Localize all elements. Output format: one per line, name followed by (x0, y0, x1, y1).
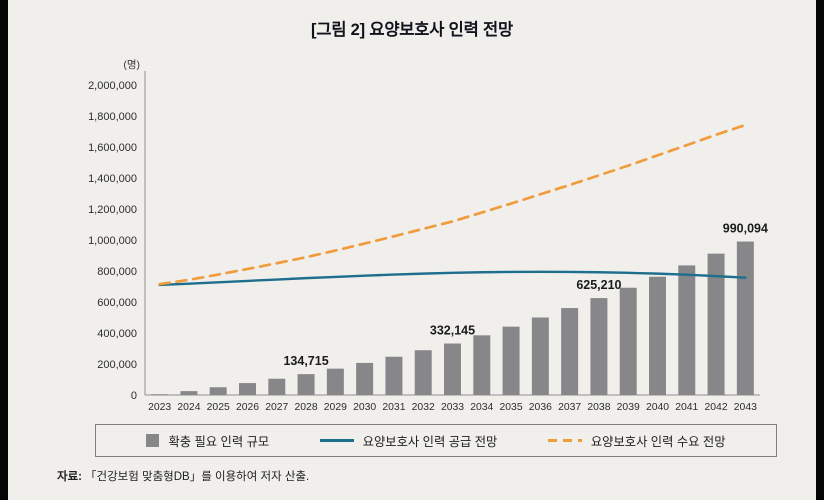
legend-box: 확충 필요 인력 규모 요양보호사 인력 공급 전망 요양보호사 인력 수요 전… (95, 424, 777, 457)
x-tick-label: 2038 (587, 402, 610, 413)
bar-2024 (180, 391, 198, 395)
x-tick-label: 2040 (646, 402, 669, 413)
x-tick-label: 2029 (324, 402, 347, 413)
x-tick-label: 2023 (148, 402, 171, 413)
y-tick-label: 1,800,000 (88, 111, 137, 123)
source-text: 「건강보험 맞춤형DB」를 이용하여 저자 산출. (85, 471, 310, 483)
bar-value-label: 625,210 (576, 278, 621, 292)
y-tick-label: 200,000 (97, 359, 137, 371)
bar-2038 (590, 298, 608, 395)
y-tick-label: 600,000 (97, 297, 137, 309)
bar-2028 (297, 374, 315, 395)
bar-2040 (649, 276, 666, 395)
bar-2031 (385, 356, 403, 395)
bar-2026 (239, 383, 256, 395)
x-tick-label: 2025 (207, 402, 230, 413)
bar-2043 (736, 241, 754, 395)
legend-item-demand: 요양보호사 인력 수요 전망 (547, 432, 726, 450)
y-tick-label: 1,200,000 (88, 204, 137, 216)
source-note: 자료: 「건강보험 맞춤형DB」를 이용하여 저자 산출. (57, 468, 309, 484)
y-tick-label: 400,000 (97, 328, 137, 340)
left-black-edge (0, 0, 8, 500)
x-tick-label: 2031 (382, 402, 405, 413)
x-tick-label: 2037 (558, 402, 581, 413)
bar-2042 (707, 253, 725, 395)
legend-demand-line-swatch (547, 439, 582, 442)
bar-value-label: 332,145 (430, 324, 475, 338)
x-tick-label: 2043 (734, 402, 757, 413)
y-axis-unit-label: (명) (123, 59, 140, 71)
bar-2023 (151, 394, 169, 396)
bar-2030 (356, 362, 374, 395)
demand-line (158, 123, 747, 286)
x-tick-label: 2030 (353, 402, 376, 413)
x-tick-label: 2027 (265, 402, 288, 413)
bar-2039 (619, 287, 637, 395)
bar-2032 (414, 350, 432, 395)
y-tick-label: 2,000,000 (88, 80, 137, 92)
y-tick-label: 800,000 (97, 266, 137, 278)
chart-svg: 0 200,000 400,000 600,000 800,000 1,000,000 1,… (88, 71, 768, 413)
legend-label-bars: 확충 필요 인력 규모 (168, 434, 270, 449)
legend-label-supply: 요양보호사 인력 공급 전망 (362, 434, 498, 449)
x-tick-label: 2041 (675, 402, 698, 413)
x-tick-label: 2033 (441, 402, 464, 413)
bar-2034 (473, 335, 491, 395)
legend-supply-line-swatch (319, 439, 354, 442)
y-tick-label: 1,600,000 (88, 142, 137, 154)
legend-item-bars: 확충 필요 인력 규모 (146, 432, 269, 450)
chart-title: [그림 2] 요양보호사 인력 전망 (311, 21, 513, 39)
y-tick-label: 1,400,000 (88, 173, 137, 185)
legend-label-demand: 요양보호사 인력 수요 전망 (590, 434, 726, 449)
bar-value-label: 134,715 (283, 354, 328, 368)
x-tick-label: 2024 (177, 402, 200, 413)
x-tick-label: 2032 (412, 402, 435, 413)
bar-2029 (326, 368, 344, 395)
bar-2027 (268, 378, 286, 395)
x-tick-label: 2026 (236, 402, 259, 413)
bar-2036 (531, 317, 549, 395)
legend-bar-swatch (146, 434, 160, 447)
bar-2037 (561, 308, 579, 395)
legend-item-supply: 요양보호사 인력 공급 전망 (319, 432, 498, 450)
x-tick-label: 2039 (617, 402, 640, 413)
bar-2035 (502, 326, 520, 395)
x-tick-label: 2042 (705, 402, 728, 413)
x-tick-label: 2028 (295, 402, 318, 413)
bar-2033 (444, 343, 461, 395)
source-prefix: 자료: (57, 471, 82, 483)
y-tick-label: 0 (131, 390, 137, 402)
bar-2041 (678, 265, 696, 395)
supply-line (158, 270, 747, 287)
x-tick-label: 2035 (500, 402, 523, 413)
bar-2025 (209, 387, 227, 395)
y-tick-label: 1,000,000 (88, 235, 137, 247)
x-tick-label: 2034 (470, 402, 493, 413)
x-tick-label: 2036 (529, 402, 552, 413)
right-black-edge (816, 0, 824, 500)
bar-value-label: 990,094 (723, 222, 768, 236)
